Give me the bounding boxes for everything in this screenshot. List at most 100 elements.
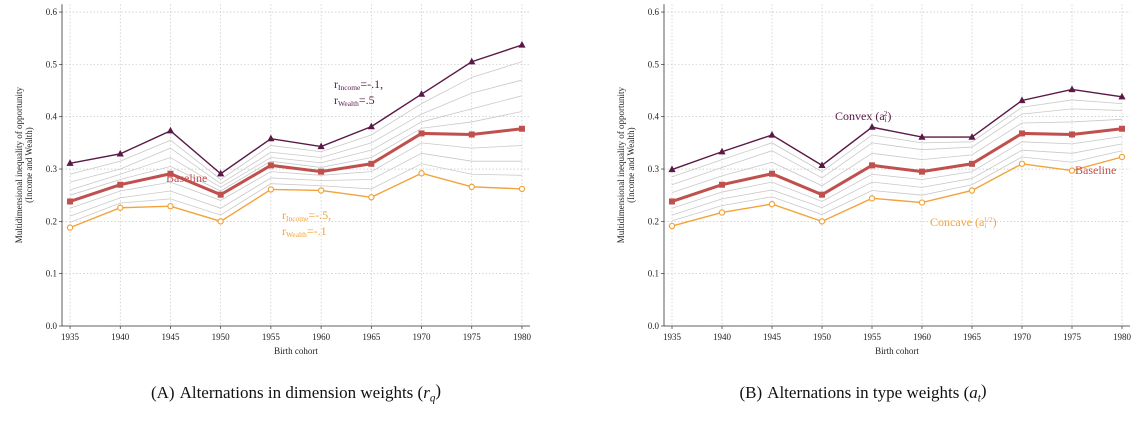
caption: (B)Alternations in type weights (at​) xyxy=(740,381,987,404)
y-tick-label: 0.5 xyxy=(46,59,58,69)
marker-triangle xyxy=(267,134,275,142)
y-tick-label: 0.6 xyxy=(46,7,58,17)
marker-triangle xyxy=(468,57,476,65)
x-tick-label: 1945 xyxy=(161,332,180,342)
annotation: Baseline xyxy=(166,171,207,185)
marker-triangle xyxy=(417,90,426,97)
marker-circle xyxy=(818,218,826,225)
marker-circle xyxy=(868,195,876,202)
gray-line xyxy=(69,95,523,191)
marker-circle xyxy=(1018,160,1026,167)
marker-circle xyxy=(1068,167,1076,174)
marker-square xyxy=(67,198,74,205)
x-tick-label: 1960 xyxy=(312,332,331,342)
text-part: Baseline xyxy=(166,171,207,185)
marker-square xyxy=(919,168,925,175)
marker-square xyxy=(669,198,675,205)
gray-line xyxy=(69,61,523,180)
marker-square xyxy=(217,191,224,198)
text-part: =-.5, xyxy=(308,208,331,222)
x-tick-label: 1980 xyxy=(513,332,532,342)
marker-circle xyxy=(668,222,676,230)
text-part: r xyxy=(282,208,286,222)
marker-circle xyxy=(518,185,526,193)
marker-circle xyxy=(368,194,375,201)
gray-line xyxy=(671,118,1123,193)
x-tick-label: 1965 xyxy=(963,332,982,342)
y-tick-label: 0.6 xyxy=(648,7,660,17)
x-tick-label: 1965 xyxy=(362,332,381,342)
annotation: rWealth​=-.1 xyxy=(282,224,327,239)
caption: (A) Alternations in dimension weights (rq… xyxy=(151,381,441,404)
text-part: ) xyxy=(993,215,997,229)
marker-circle xyxy=(217,218,224,225)
marker-square xyxy=(267,162,274,169)
y-axis-label: (Income and Wealth) xyxy=(24,127,34,203)
marker-triangle xyxy=(1068,85,1076,93)
x-axis-label: Birth cohort xyxy=(875,346,919,356)
series-line xyxy=(69,44,523,175)
marker-triangle xyxy=(868,123,876,130)
gray-line xyxy=(69,142,522,209)
marker-triangle xyxy=(116,149,124,157)
marker-square xyxy=(969,160,975,167)
annotation: rIncome​=-.1, xyxy=(334,77,383,92)
y-axis-label: Multidimensional inequality of opportuni… xyxy=(616,86,626,243)
gray-line xyxy=(671,150,1123,222)
marker-square xyxy=(769,170,775,177)
annotation: Baseline xyxy=(1075,163,1116,177)
y-tick-label: 0.1 xyxy=(648,269,659,279)
series-line xyxy=(69,172,522,229)
subscript: t xyxy=(978,392,982,404)
x-tick-label: 1955 xyxy=(863,332,882,342)
marker-circle xyxy=(317,187,325,194)
marker-triangle xyxy=(918,133,926,140)
y-tick-label: 0.0 xyxy=(648,321,660,331)
marker-triangle xyxy=(367,122,375,130)
text-part: r xyxy=(282,224,286,238)
marker-circle xyxy=(117,204,124,211)
text-part: =.5 xyxy=(359,93,375,107)
marker-triangle xyxy=(718,147,726,155)
caption-label: (A) xyxy=(151,383,175,402)
marker-triangle xyxy=(768,131,776,138)
marker-circle xyxy=(918,199,926,206)
marker-triangle xyxy=(166,126,175,134)
x-tick-label: 1980 xyxy=(1113,332,1132,342)
y-tick-label: 0.2 xyxy=(648,216,659,226)
annotation: rIncome​=-.5, xyxy=(282,208,331,223)
x-axis-label: Birth cohort xyxy=(274,346,318,356)
caption-label: (B) xyxy=(740,383,763,402)
x-tick-label: 1945 xyxy=(763,332,782,342)
y-tick-label: 0.3 xyxy=(46,164,58,174)
y-axis-label: Multidimensional inequality of opportuni… xyxy=(14,86,24,243)
text-part: Alternations in type weights ( xyxy=(767,383,969,402)
marker-triangle xyxy=(1118,92,1126,100)
series-line xyxy=(69,127,523,203)
marker-circle xyxy=(1118,153,1126,161)
marker-triangle xyxy=(217,169,225,177)
italic-part: r xyxy=(423,383,430,402)
marker-square xyxy=(318,168,325,175)
subscript: Wealth xyxy=(338,99,359,108)
marker-square xyxy=(1019,130,1025,137)
gray-line xyxy=(671,136,1123,209)
subscript: Income xyxy=(286,214,309,223)
text-part: ) xyxy=(981,381,987,400)
marker-square xyxy=(869,162,875,169)
marker-square xyxy=(518,125,525,132)
marker-square xyxy=(719,181,725,188)
text-part: Alternations in dimension weights ( xyxy=(180,383,424,402)
y-tick-label: 0.3 xyxy=(648,164,660,174)
x-tick-label: 1970 xyxy=(1013,332,1032,342)
subscript: i xyxy=(984,221,986,230)
marker-triangle xyxy=(66,159,74,166)
gray-line xyxy=(671,99,1123,178)
marker-square xyxy=(117,181,124,188)
text-part: =-.1, xyxy=(360,77,383,91)
text-part: =-.1 xyxy=(307,224,327,238)
marker-circle xyxy=(718,209,726,216)
x-tick-label: 1960 xyxy=(913,332,932,342)
subscript: i xyxy=(885,115,887,124)
